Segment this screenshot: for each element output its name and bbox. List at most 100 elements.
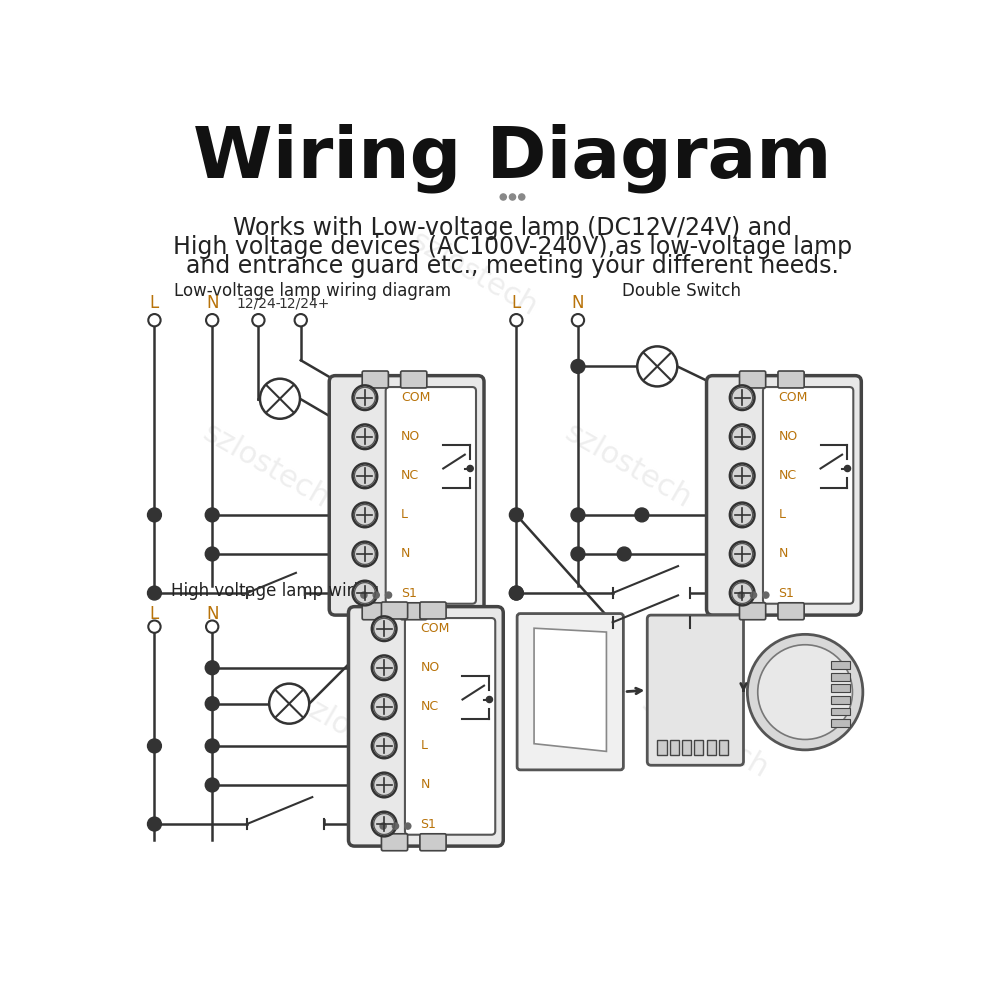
Circle shape <box>205 547 219 561</box>
Circle shape <box>148 739 161 753</box>
Bar <box>831 684 850 692</box>
Circle shape <box>635 508 649 522</box>
FancyBboxPatch shape <box>739 371 766 388</box>
Text: 12/24-: 12/24- <box>236 296 281 310</box>
Text: Works with Low-voltage lamp (DC12V/24V) and: Works with Low-voltage lamp (DC12V/24V) … <box>233 216 792 240</box>
Circle shape <box>486 696 493 703</box>
Circle shape <box>206 620 218 633</box>
Circle shape <box>205 508 219 522</box>
FancyBboxPatch shape <box>329 376 484 615</box>
Text: S1: S1 <box>778 587 794 600</box>
Circle shape <box>509 508 523 522</box>
Circle shape <box>205 739 219 753</box>
Text: szlostech: szlostech <box>559 419 697 514</box>
Circle shape <box>571 508 585 522</box>
Bar <box>682 740 691 755</box>
Circle shape <box>353 424 377 449</box>
Circle shape <box>353 503 377 527</box>
FancyBboxPatch shape <box>763 387 853 604</box>
Bar <box>719 740 728 755</box>
FancyBboxPatch shape <box>401 603 427 620</box>
Text: L: L <box>778 508 785 521</box>
Circle shape <box>373 592 379 598</box>
Circle shape <box>148 314 161 326</box>
Text: szlostech: szlostech <box>636 688 774 784</box>
Circle shape <box>353 542 377 566</box>
FancyBboxPatch shape <box>778 371 804 388</box>
Bar <box>707 740 716 755</box>
FancyBboxPatch shape <box>778 603 804 620</box>
Circle shape <box>617 547 631 561</box>
FancyBboxPatch shape <box>362 371 388 388</box>
Text: S1: S1 <box>401 587 417 600</box>
Circle shape <box>353 464 377 488</box>
Circle shape <box>372 655 396 680</box>
Bar <box>831 661 850 669</box>
Circle shape <box>206 314 218 326</box>
Circle shape <box>353 385 377 410</box>
Circle shape <box>361 592 367 598</box>
FancyBboxPatch shape <box>381 602 408 619</box>
FancyBboxPatch shape <box>739 603 766 620</box>
Circle shape <box>730 581 755 605</box>
FancyBboxPatch shape <box>420 834 446 851</box>
Bar <box>657 740 666 755</box>
Circle shape <box>295 314 307 326</box>
Circle shape <box>252 314 265 326</box>
Text: COM: COM <box>401 391 430 404</box>
Bar <box>694 740 703 755</box>
Text: S1: S1 <box>420 818 436 831</box>
Circle shape <box>405 823 411 829</box>
Circle shape <box>844 465 851 472</box>
Text: szlostech: szlostech <box>198 419 335 514</box>
Text: N: N <box>206 294 218 312</box>
Circle shape <box>467 465 473 472</box>
Text: L: L <box>420 739 427 752</box>
FancyBboxPatch shape <box>348 607 503 846</box>
Text: NC: NC <box>778 469 797 482</box>
Text: N: N <box>206 605 218 623</box>
FancyBboxPatch shape <box>405 618 495 835</box>
Circle shape <box>205 697 219 711</box>
Bar <box>831 708 850 715</box>
Text: szlostech: szlostech <box>290 688 427 784</box>
FancyBboxPatch shape <box>386 387 476 604</box>
FancyBboxPatch shape <box>517 614 623 770</box>
Bar <box>831 696 850 704</box>
Text: Low-voltage lamp wiring diagram: Low-voltage lamp wiring diagram <box>174 282 451 300</box>
Text: COM: COM <box>778 391 808 404</box>
Circle shape <box>510 314 523 326</box>
Text: Wiring Diagram: Wiring Diagram <box>193 124 832 193</box>
Circle shape <box>380 823 386 829</box>
Circle shape <box>730 385 755 410</box>
Circle shape <box>763 592 769 598</box>
Text: N: N <box>401 547 410 560</box>
Bar <box>831 673 850 681</box>
FancyBboxPatch shape <box>362 603 388 620</box>
Circle shape <box>730 464 755 488</box>
Text: NO: NO <box>420 661 440 674</box>
Text: NC: NC <box>401 469 419 482</box>
Text: L: L <box>150 294 159 312</box>
Text: N: N <box>572 294 584 312</box>
Circle shape <box>758 645 852 739</box>
Text: NO: NO <box>778 430 798 443</box>
Text: High voltage devices (AC100V-240V),as low-voltage lamp: High voltage devices (AC100V-240V),as lo… <box>173 235 852 259</box>
Text: L: L <box>401 508 408 521</box>
Text: L: L <box>150 605 159 623</box>
Circle shape <box>571 547 585 561</box>
Circle shape <box>372 734 396 758</box>
Text: NO: NO <box>401 430 420 443</box>
FancyBboxPatch shape <box>420 602 446 619</box>
Circle shape <box>509 586 523 600</box>
Bar <box>831 719 850 727</box>
Circle shape <box>148 620 161 633</box>
Circle shape <box>509 586 523 600</box>
Text: 12/24+: 12/24+ <box>279 296 330 310</box>
Text: szlostech: szlostech <box>405 226 543 322</box>
Circle shape <box>637 346 677 386</box>
FancyBboxPatch shape <box>707 376 861 615</box>
Circle shape <box>572 314 584 326</box>
Circle shape <box>205 661 219 675</box>
Circle shape <box>750 592 757 598</box>
